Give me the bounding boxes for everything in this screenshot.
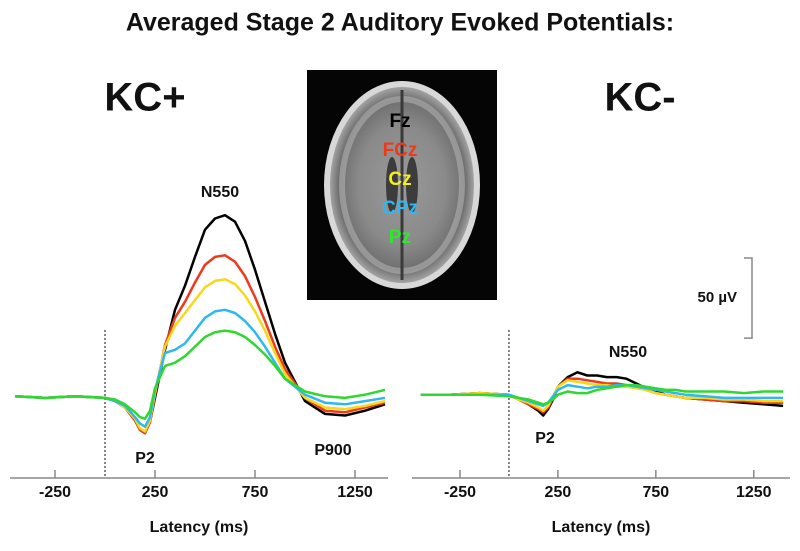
x-tick-label: 250: [142, 484, 169, 501]
annotation: P2: [535, 430, 555, 447]
annotation: N550: [609, 344, 647, 361]
brain-image: [307, 70, 497, 300]
electrode-label: Fz: [389, 111, 410, 132]
erp-line: [420, 383, 784, 406]
erp-line: [14, 308, 386, 428]
panel-title: KC+: [104, 76, 185, 120]
erp-line: [420, 379, 784, 412]
x-tick-label: -250: [444, 484, 476, 501]
electrode-label: CPz: [382, 198, 418, 219]
annotation: P900: [314, 442, 351, 459]
electrode-label: Cz: [388, 169, 411, 190]
x-tick-label: -250: [39, 484, 71, 501]
x-axis-label: Latency (ms): [150, 519, 249, 536]
x-tick-label: 1250: [736, 484, 772, 501]
figure-title: Averaged Stage 2 Auditory Evoked Potenti…: [126, 9, 674, 37]
annotation: P2: [135, 450, 155, 467]
x-tick-label: 250: [545, 484, 572, 501]
erp-line: [14, 278, 386, 433]
x-axis-label: Latency (ms): [552, 519, 651, 536]
x-tick-label: 750: [242, 484, 269, 501]
x-tick-label: 750: [642, 484, 669, 501]
panel-title: KC-: [604, 76, 675, 120]
electrode-label: Pz: [389, 227, 411, 248]
x-tick-label: 1250: [337, 484, 373, 501]
erp-line: [14, 329, 386, 420]
electrode-label: FCz: [383, 140, 418, 161]
annotation: N550: [201, 184, 239, 201]
scale-bar: [744, 257, 753, 339]
scale-label: 50 µV: [698, 289, 738, 306]
